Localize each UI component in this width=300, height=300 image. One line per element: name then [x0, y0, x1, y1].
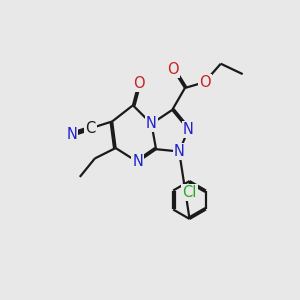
Text: Cl: Cl — [182, 185, 197, 200]
Text: N: N — [174, 144, 184, 159]
Text: O: O — [199, 75, 210, 90]
Text: C: C — [85, 121, 95, 136]
Text: O: O — [168, 62, 179, 77]
Text: N: N — [183, 122, 194, 137]
Text: O: O — [133, 76, 145, 91]
Text: N: N — [132, 154, 143, 169]
Text: N: N — [146, 116, 157, 131]
Text: N: N — [66, 127, 77, 142]
